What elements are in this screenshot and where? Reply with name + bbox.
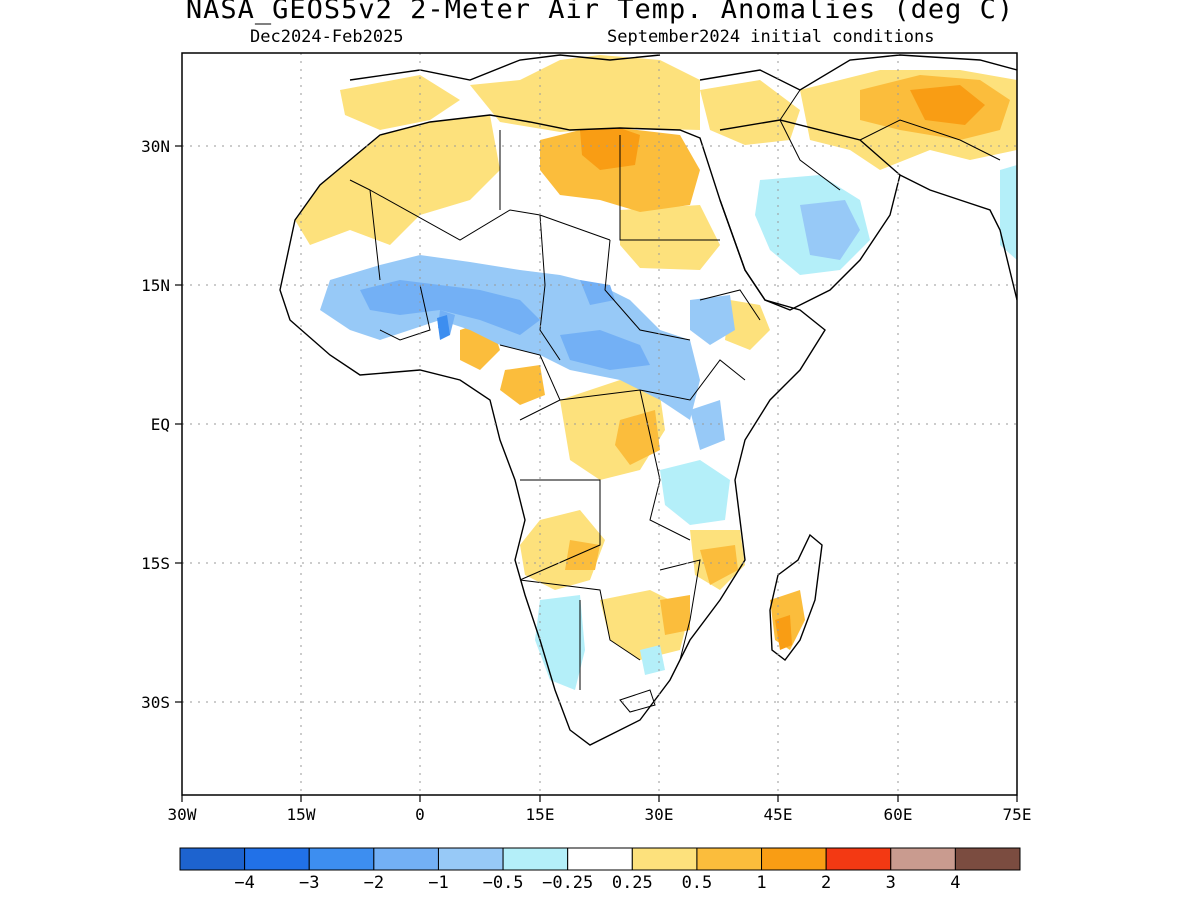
- colorbar-label: 4: [950, 873, 960, 893]
- colorbar-label: −4: [234, 873, 254, 893]
- country-borders: [349, 89, 1001, 713]
- lat-tick-label: 15S: [141, 554, 170, 573]
- colorbar-swatch: [244, 847, 310, 871]
- anomaly-neg-2-to-neg-3: [437, 315, 450, 340]
- colorbar-label: −0.25: [542, 873, 593, 893]
- lat-tick-label: 30N: [141, 137, 170, 156]
- colorbar-label: −0.5: [483, 873, 524, 893]
- colorbar-swatch: [373, 847, 439, 871]
- lat-tick-label: 30S: [141, 693, 170, 712]
- colorbar-swatch: [502, 847, 569, 871]
- colorbar-label: 3: [886, 873, 896, 893]
- latitude-labels: 30N 15N EQ 15S 30S: [141, 137, 170, 712]
- colorbar-swatch: [696, 847, 763, 871]
- colorbar-swatch: [179, 847, 246, 871]
- anomaly-neg-1-to-neg-2: [360, 280, 650, 370]
- tick-marks: [175, 145, 1018, 802]
- colorbar-label: −3: [299, 873, 319, 893]
- colorbar-label: 0.5: [682, 873, 713, 893]
- anomaly-1-to-2: [580, 85, 985, 650]
- colorbar-swatch: [567, 847, 633, 871]
- lat-tick-label: EQ: [151, 415, 170, 434]
- colorbar-swatch: [890, 847, 956, 871]
- longitude-labels: 30W 15W 0 15E 30E 45E 60E 75E: [168, 805, 1032, 824]
- map-title: NASA_GEOS5v2 2-Meter Air Temp. Anomalies…: [185, 0, 1015, 25]
- colorbar-label: 0.25: [612, 873, 653, 893]
- lon-tick-label: 45E: [764, 805, 793, 824]
- lon-tick-label: 60E: [884, 805, 913, 824]
- colorbar-label: 2: [821, 873, 831, 893]
- colorbar-swatch: [437, 847, 504, 871]
- colorbar-swatch: [308, 847, 375, 871]
- colorbar-label: 1: [756, 873, 766, 893]
- lon-tick-label: 30W: [168, 805, 197, 824]
- lat-tick-label: 15N: [141, 276, 170, 295]
- colorbar-swatch: [631, 847, 698, 871]
- lon-tick-label: 0: [415, 805, 425, 824]
- lon-tick-label: 15W: [287, 805, 316, 824]
- colorbar: [179, 847, 1021, 871]
- initial-conditions: September2024 initial conditions: [607, 27, 935, 47]
- lon-tick-label: 30E: [645, 805, 674, 824]
- colorbar-swatch: [954, 847, 1021, 871]
- colorbar-swatch: [761, 847, 827, 871]
- colorbar-labels: −4 −3 −2 −1 −0.5 −0.25 0.25 0.5 1 2 3 4: [234, 873, 960, 893]
- lon-tick-label: 15E: [526, 805, 555, 824]
- lon-tick-label: 75E: [1003, 805, 1032, 824]
- grid-lines: [182, 53, 1017, 795]
- forecast-period: Dec2024-Feb2025: [250, 27, 404, 47]
- colorbar-label: −2: [364, 873, 384, 893]
- colorbar-swatch: [825, 847, 892, 871]
- colorbar-label: −1: [428, 873, 448, 893]
